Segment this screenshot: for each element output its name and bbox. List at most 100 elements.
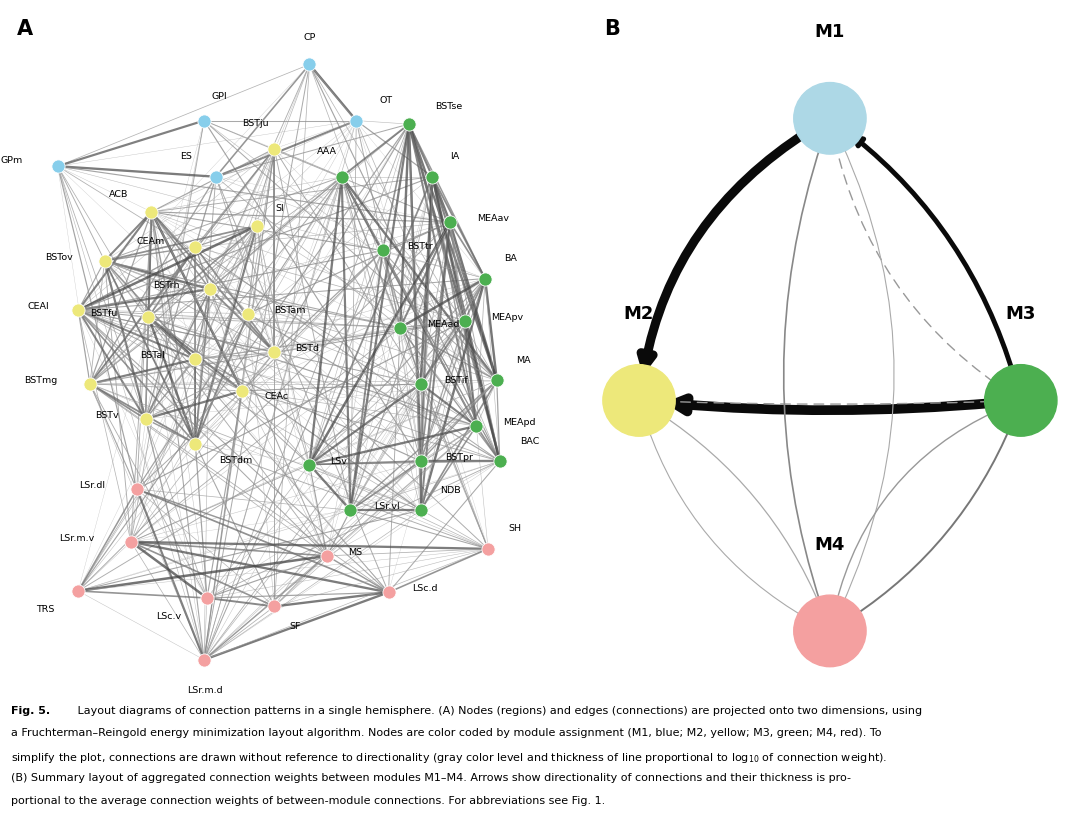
Text: M3: M3 <box>1006 306 1036 323</box>
Point <box>136 412 154 425</box>
Point <box>479 542 497 555</box>
Text: Fig. 5.: Fig. 5. <box>11 705 50 716</box>
Text: CEAm: CEAm <box>136 236 165 246</box>
Text: MS: MS <box>348 548 363 557</box>
Point <box>265 346 283 359</box>
Text: BSTfu: BSTfu <box>90 309 118 318</box>
Text: CEAl: CEAl <box>27 302 49 311</box>
Text: BSTov: BSTov <box>45 253 72 262</box>
Point <box>248 219 265 232</box>
Point <box>70 584 87 597</box>
Text: MEAav: MEAav <box>477 214 509 223</box>
Point <box>333 170 351 183</box>
Point <box>380 586 397 599</box>
Point <box>424 170 441 183</box>
Point <box>143 205 161 218</box>
Text: AAA: AAA <box>317 147 337 156</box>
Point <box>265 600 283 613</box>
Text: LSr.m.v: LSr.m.v <box>59 534 95 543</box>
Text: BSTju: BSTju <box>241 119 269 128</box>
Text: OT: OT <box>380 96 393 105</box>
Text: B: B <box>604 19 620 39</box>
Point <box>195 653 213 667</box>
Text: BSTse: BSTse <box>435 102 462 111</box>
Point <box>491 455 509 468</box>
Text: LSr.m.d: LSr.m.d <box>188 686 223 695</box>
Point <box>476 272 494 285</box>
Text: SH: SH <box>508 524 521 533</box>
Text: IA: IA <box>450 152 460 162</box>
Point <box>81 377 98 391</box>
Point <box>187 353 204 366</box>
Text: BSTdm: BSTdm <box>218 456 252 466</box>
Text: BSTrh: BSTrh <box>153 281 179 290</box>
Text: BSTtr: BSTtr <box>407 242 434 251</box>
Point <box>391 321 408 335</box>
Point <box>96 255 114 268</box>
Text: GPI: GPI <box>211 92 227 101</box>
Text: Layout diagrams of connection patterns in a single hemisphere. (A) Nodes (region: Layout diagrams of connection patterns i… <box>67 705 922 716</box>
Point <box>467 419 485 433</box>
Text: BSTv: BSTv <box>96 411 119 420</box>
Text: M4: M4 <box>815 536 845 554</box>
Text: ES: ES <box>180 152 192 162</box>
Point <box>300 458 318 471</box>
Point <box>239 307 257 321</box>
Ellipse shape <box>794 595 866 667</box>
Point <box>441 216 459 229</box>
Point <box>265 142 283 155</box>
Point <box>128 483 145 496</box>
Text: A: A <box>16 19 33 39</box>
Point <box>122 536 140 549</box>
Point <box>187 241 204 254</box>
Text: ACB: ACB <box>108 190 128 199</box>
Text: BSTpr: BSTpr <box>446 453 473 462</box>
Text: BSTam: BSTam <box>274 306 306 315</box>
Text: SF: SF <box>289 622 301 631</box>
Text: MA: MA <box>517 356 531 365</box>
Text: BSTd: BSTd <box>296 344 320 353</box>
Point <box>412 503 429 517</box>
Point <box>342 503 359 517</box>
Text: simplify the plot, connections are drawn without reference to directionality (gr: simplify the plot, connections are drawn… <box>11 751 887 765</box>
Ellipse shape <box>603 365 675 436</box>
Text: CP: CP <box>304 33 316 42</box>
Point <box>455 314 473 327</box>
Point <box>318 550 335 563</box>
Text: NDB: NDB <box>440 486 461 494</box>
Point <box>201 283 218 296</box>
Text: LSr.dl: LSr.dl <box>79 481 105 490</box>
Text: CEAc: CEAc <box>264 392 288 401</box>
Point <box>347 114 365 127</box>
Point <box>140 311 157 324</box>
Text: LSc.v: LSc.v <box>156 612 181 621</box>
Text: (B) Summary layout of aggregated connection weights between modules M1–M4. Arrow: (B) Summary layout of aggregated connect… <box>11 774 851 784</box>
Text: MEApv: MEApv <box>491 312 524 321</box>
Text: TRS: TRS <box>36 605 55 614</box>
Ellipse shape <box>985 365 1057 436</box>
Point <box>207 170 225 183</box>
Text: LSr.vl: LSr.vl <box>373 502 400 511</box>
Text: MEApd: MEApd <box>503 418 536 427</box>
Point <box>70 303 87 316</box>
Text: BSTal: BSTal <box>140 351 165 360</box>
Text: SI: SI <box>275 204 284 213</box>
Point <box>401 118 418 131</box>
Text: BSTmg: BSTmg <box>24 376 58 385</box>
Point <box>412 377 429 391</box>
Point <box>412 455 429 468</box>
Text: MEAad: MEAad <box>427 320 460 329</box>
Text: portional to the average connection weights of between-module connections. For a: portional to the average connection weig… <box>11 796 605 806</box>
Point <box>49 160 67 173</box>
Text: M1: M1 <box>815 23 845 41</box>
Point <box>300 58 318 71</box>
Text: GPm: GPm <box>0 156 23 165</box>
Point <box>373 244 391 257</box>
Text: BAC: BAC <box>520 437 539 446</box>
Text: a Fruchterman–Reingold energy minimization layout algorithm. Nodes are color cod: a Fruchterman–Reingold energy minimizati… <box>11 728 881 738</box>
Text: LSc.d: LSc.d <box>412 584 438 593</box>
Point <box>187 437 204 450</box>
Point <box>234 384 251 397</box>
Ellipse shape <box>794 82 866 154</box>
Text: LSv: LSv <box>331 456 347 466</box>
